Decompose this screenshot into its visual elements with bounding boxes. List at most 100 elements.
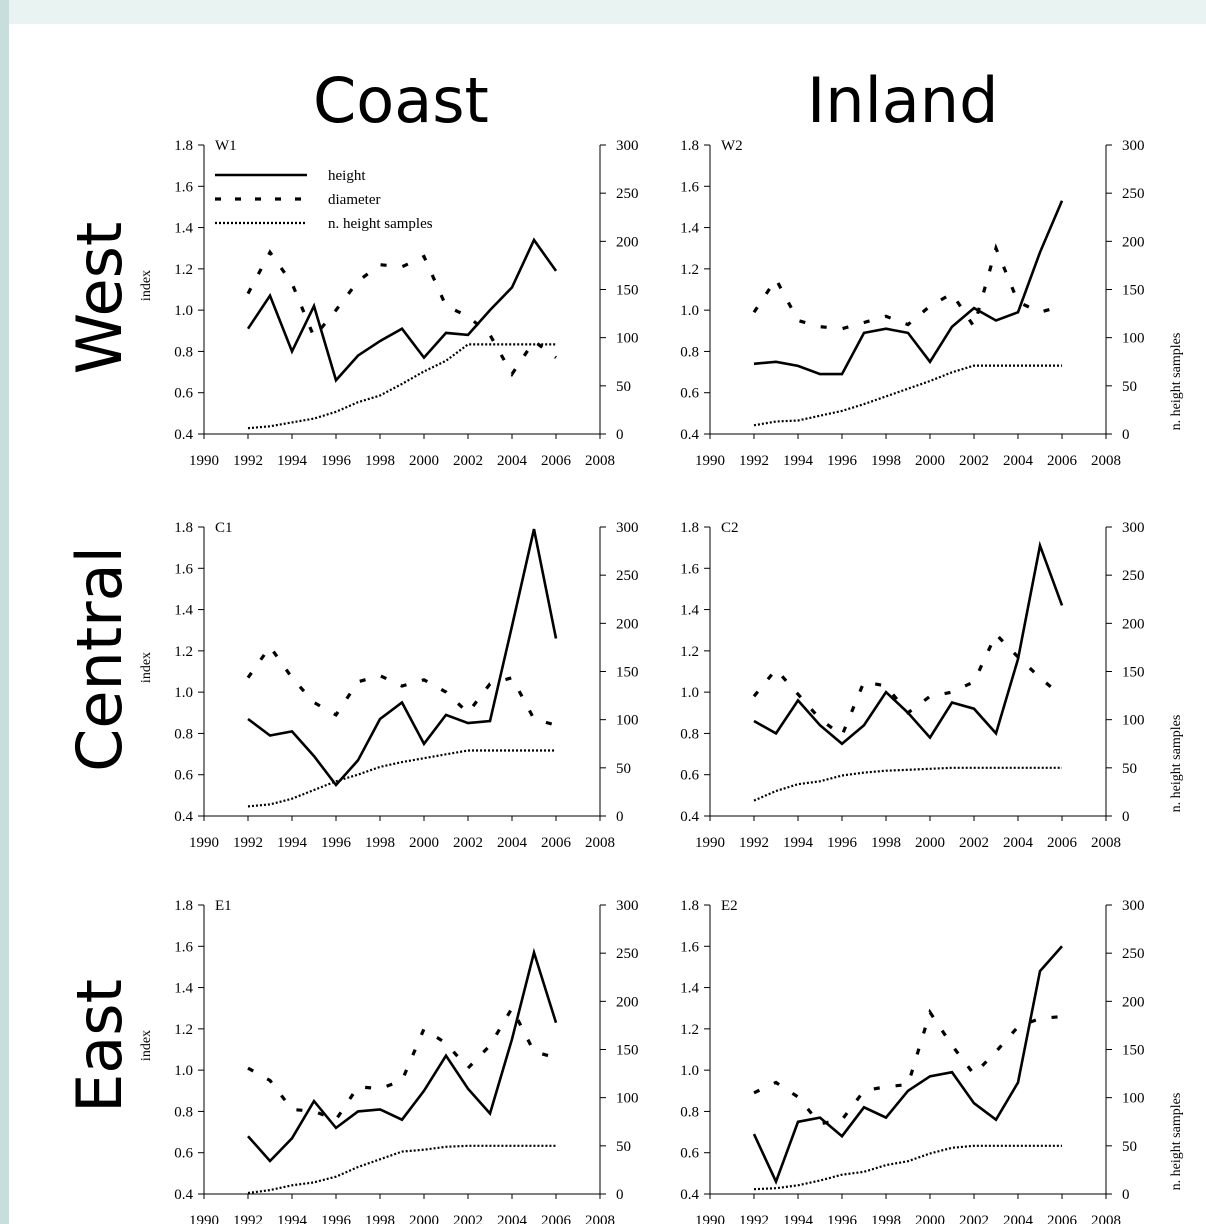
y2-tick-label: 0 bbox=[616, 809, 624, 825]
y-tick-label: 1.4 bbox=[680, 981, 699, 997]
y2-tick-label: 150 bbox=[616, 283, 639, 299]
y-tick-label: 1.2 bbox=[680, 644, 699, 660]
y-tick-label: 0.8 bbox=[174, 726, 193, 742]
panel-c1: 0.4 0.6 0.8 1.0 1.2 1.4 1.6 1.8 0 50 100 150 200 250 3… bbox=[139, 520, 639, 851]
x-tick-label: 2008 bbox=[1091, 1213, 1121, 1224]
y2-tick-label: 0 bbox=[1122, 1187, 1130, 1203]
panel-w1: 0.4 0.6 0.8 1.0 1.2 1.4 1.6 1.8 0 50 100 150 200 250 3… bbox=[139, 138, 639, 469]
y-tick-label: 1.4 bbox=[174, 603, 193, 619]
series-line-diameter bbox=[752, 631, 1064, 739]
x-tick-label: 2004 bbox=[497, 835, 528, 851]
y-tick-label: 0.6 bbox=[680, 1146, 699, 1162]
y-tick-label: 0.4 bbox=[680, 427, 699, 443]
x-tick-label: 2006 bbox=[1047, 835, 1078, 851]
y2-tick-label: 0 bbox=[1122, 809, 1130, 825]
x-tick-label: 1992 bbox=[233, 835, 263, 851]
y2-tick-label: 150 bbox=[616, 1043, 639, 1059]
y2-tick-label: 250 bbox=[616, 946, 639, 962]
x-tick-label: 2000 bbox=[409, 453, 439, 469]
x-tick-label: 1998 bbox=[871, 835, 901, 851]
y-tick-label: 1.8 bbox=[680, 520, 699, 536]
panel-e1: 0.4 0.6 0.8 1.0 1.2 1.4 1.6 1.8 0 50 100 150 200 250 3… bbox=[139, 898, 639, 1224]
y-tick-label: 1.8 bbox=[680, 898, 699, 914]
y-tick-label: 1.4 bbox=[174, 981, 193, 997]
series-line-height bbox=[752, 945, 1063, 1185]
y-tick-label: 0.6 bbox=[174, 1146, 193, 1162]
x-tick-label: 1990 bbox=[695, 1213, 725, 1224]
x-tick-label: 2000 bbox=[915, 1213, 945, 1224]
y-tick-label: 0.4 bbox=[680, 1187, 699, 1203]
series-line-height bbox=[246, 237, 558, 383]
x-tick-label: 1994 bbox=[277, 835, 308, 851]
y-tick-label: 0.8 bbox=[680, 344, 699, 360]
y2-tick-label: 50 bbox=[616, 379, 631, 395]
series-line-n-height-samples bbox=[753, 1144, 1062, 1191]
x-tick-label: 1998 bbox=[365, 1213, 395, 1224]
y2-axis-title: n. height samples bbox=[1169, 715, 1184, 813]
x-tick-label: 1998 bbox=[871, 453, 901, 469]
y-tick-label: 1.0 bbox=[680, 1063, 699, 1079]
y2-tick-label: 150 bbox=[1122, 283, 1145, 299]
x-tick-label: 2008 bbox=[585, 1213, 615, 1224]
x-tick-label: 2008 bbox=[1091, 453, 1121, 469]
x-tick-label: 2000 bbox=[915, 453, 945, 469]
y-tick-label: 0.4 bbox=[174, 427, 193, 443]
legend-label: diameter bbox=[328, 192, 380, 208]
x-tick-label: 2000 bbox=[915, 835, 945, 851]
panel-label: E2 bbox=[721, 898, 738, 914]
column-header-inland: Inland bbox=[807, 64, 999, 137]
x-tick-label: 1996 bbox=[827, 1213, 858, 1224]
legend: height diameter n. height samples bbox=[215, 168, 433, 232]
y2-tick-label: 0 bbox=[616, 427, 624, 443]
x-tick-label: 2006 bbox=[1047, 453, 1078, 469]
y-tick-label: 1.2 bbox=[174, 262, 193, 278]
y2-tick-label: 200 bbox=[616, 994, 639, 1010]
y2-tick-label: 150 bbox=[616, 665, 639, 681]
y-tick-label: 1.4 bbox=[680, 221, 699, 237]
x-tick-label: 2000 bbox=[409, 1213, 439, 1224]
x-tick-label: 1998 bbox=[365, 835, 395, 851]
y-tick-label: 1.4 bbox=[680, 603, 699, 619]
y-tick-label: 1.2 bbox=[174, 644, 193, 660]
x-tick-label: 2008 bbox=[585, 835, 615, 851]
y-tick-label: 1.8 bbox=[174, 898, 193, 914]
x-tick-label: 1996 bbox=[321, 835, 352, 851]
y2-tick-label: 100 bbox=[616, 1091, 639, 1107]
y2-tick-label: 250 bbox=[1122, 186, 1145, 202]
series-line-diameter bbox=[247, 1004, 557, 1122]
y-tick-label: 1.0 bbox=[680, 303, 699, 319]
series-line-height bbox=[753, 200, 1064, 376]
x-tick-label: 2002 bbox=[453, 835, 483, 851]
y2-tick-label: 100 bbox=[1122, 1091, 1145, 1107]
y2-tick-label: 200 bbox=[616, 616, 639, 632]
x-tick-label: 2000 bbox=[409, 835, 439, 851]
panel-e2: 0.4 0.6 0.8 1.0 1.2 1.4 1.6 1.8 0 50 100 150 200 250 3… bbox=[680, 898, 1184, 1224]
y2-tick-label: 100 bbox=[1122, 713, 1145, 729]
series-line-diameter bbox=[246, 643, 557, 727]
x-tick-label: 2006 bbox=[541, 835, 572, 851]
y-tick-label: 1.6 bbox=[680, 179, 699, 195]
x-tick-label: 1994 bbox=[783, 835, 814, 851]
y-tick-label: 0.4 bbox=[174, 809, 193, 825]
x-tick-label: 1996 bbox=[321, 453, 352, 469]
y2-tick-label: 0 bbox=[1122, 427, 1130, 443]
y2-tick-label: 100 bbox=[1122, 331, 1145, 347]
x-tick-label: 2004 bbox=[497, 453, 528, 469]
y-tick-label: 0.6 bbox=[174, 386, 193, 402]
y-tick-label: 0.8 bbox=[680, 1104, 699, 1120]
series-line-n-height-samples bbox=[753, 766, 1062, 802]
y-tick-label: 1.0 bbox=[174, 303, 193, 319]
y-tick-label: 0.4 bbox=[174, 1187, 193, 1203]
series-line-diameter bbox=[752, 243, 1063, 331]
panel-w2: 0.4 0.6 0.8 1.0 1.2 1.4 1.6 1.8 0 50 100 150 200 250 3… bbox=[680, 138, 1184, 469]
y-tick-label: 1.6 bbox=[680, 939, 699, 955]
y2-axis-title: n. height samples bbox=[1169, 1093, 1184, 1191]
y-tick-label: 1.2 bbox=[680, 262, 699, 278]
y2-tick-label: 300 bbox=[616, 898, 639, 914]
series-line-diameter bbox=[753, 1008, 1063, 1126]
y-tick-label: 1.2 bbox=[174, 1022, 193, 1038]
y2-tick-label: 50 bbox=[616, 761, 631, 777]
x-tick-label: 2002 bbox=[453, 453, 483, 469]
column-header-coast: Coast bbox=[313, 64, 489, 137]
y-tick-label: 0.8 bbox=[174, 344, 193, 360]
